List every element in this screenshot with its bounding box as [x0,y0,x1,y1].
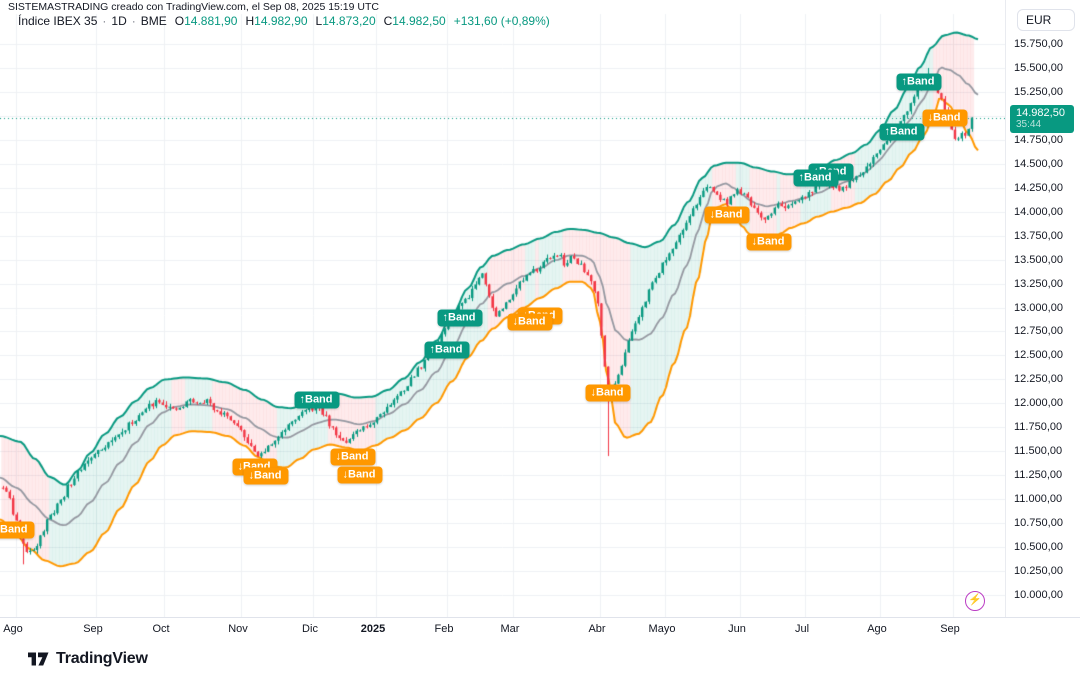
month-tick-label: Ago [3,623,23,635]
price-tick-label: 11.500,00 [1014,445,1063,458]
price-tick-label: 10.000,00 [1014,589,1063,601]
price-tick-label: 13.250,00 [1014,277,1063,290]
price-tick-label: 11.750,00 [1014,421,1063,434]
price-tick-label: 12.750,00 [1014,325,1063,338]
band-up-signal-label: ↑Band [424,341,470,359]
bar-countdown: 35:44 [1016,119,1042,130]
price-axis[interactable]: EUR 14.982,50 35:44 15.750,00 15.500,00 15… [1005,0,1080,617]
band-up-signal-label: ↑Band [879,123,925,141]
boost-lightning-icon[interactable]: ⚡ [965,591,985,611]
change-value: +131,60 (+0,89%) [453,14,550,28]
attribution-text: SISTEMASTRADING creado con TradingView.c… [8,1,379,13]
open-value: 14.881,90 [184,14,238,28]
price-tick-label: 12.500,00 [1014,349,1063,362]
month-tick-label: Ago [867,623,887,635]
month-tick-label: Mayo [648,623,676,635]
band-down-signal-label: ↓Band [704,206,750,224]
open-field: O14.881,90 [174,14,238,28]
price-tick-label: 10.250,00 [1014,565,1063,578]
month-tick-label: Jul [794,623,810,635]
low-field: L14.873,20 [315,14,376,28]
band-down-signal-label: ↓Band [243,467,289,485]
band-down-signal-label: ↓Band [922,109,968,127]
price-tick-label: 14.750,00 [1014,133,1063,146]
high-value: 14.982,90 [254,14,308,28]
last-price-label: 14.982,50 35:44 [1010,105,1074,133]
currency-badge[interactable]: EUR [1017,9,1075,31]
legend-separator: · [131,14,136,28]
price-tick-label: 12.250,00 [1014,373,1063,386]
time-axis[interactable]: Ago Sep Oct Nov Dic 2025 Feb Mar Abr Mayo Jun Jul Ag… [0,617,1080,641]
price-tick-label: 13.500,00 [1014,253,1063,266]
band-up-signal-label: ↑Band [793,169,839,187]
price-tick-label: 12.000,00 [1014,397,1063,410]
interval-label: 1D [111,14,127,28]
month-tick-label: Abr [588,623,606,635]
band-down-signal-label: ↓Band [330,448,376,466]
month-tick-label: Dic [302,623,318,635]
close-field: C14.982,50 [383,14,446,28]
legend-separator: · [102,14,107,28]
price-tick-label: 10.500,00 [1014,541,1063,554]
price-tick-label: 14.000,00 [1014,205,1063,218]
close-value: 14.982,50 [392,14,446,28]
price-chart-canvas[interactable] [0,0,1005,617]
chart-legend: Índice IBEX 35 · 1D · BME O14.881,90 H14… [18,14,550,28]
price-tick-label: 14.250,00 [1014,181,1063,194]
last-price-value: 14.982,50 [1016,107,1065,119]
band-up-signal-label: ↑Band [896,73,942,91]
month-tick-label: Oct [152,623,170,635]
month-tick-label: Sep [940,623,960,635]
price-tick-label: 13.000,00 [1014,301,1063,314]
band-down-signal-label: ↓Band [0,521,35,539]
price-tick-label: 11.250,00 [1014,469,1063,482]
price-tick-label: 15.500,00 [1014,61,1063,74]
price-tick-label: 14.500,00 [1014,157,1063,170]
price-tick-label: 15.250,00 [1014,85,1063,98]
tradingview-logo-icon [28,652,49,665]
price-tick-label: 15.750,00 [1014,38,1063,50]
month-tick-label: Mar [500,623,520,635]
symbol-name: Índice IBEX 35 [18,14,98,28]
month-tick-label: 2025 [360,623,386,635]
month-tick-label: Nov [228,623,248,635]
month-tick-label: Jun [728,623,746,635]
band-up-signal-label: ↑Band [294,391,340,409]
band-down-signal-label: ↓Band [746,233,792,251]
price-tick-label: 11.000,00 [1014,493,1063,506]
low-value: 14.873,20 [322,14,376,28]
high-field: H14.982,90 [245,14,308,28]
price-tick-label: 13.750,00 [1014,229,1063,242]
tradingview-logo[interactable]: TradingView [28,650,148,668]
band-down-signal-label: ↓Band [585,384,631,402]
month-tick-label: Feb [434,623,454,635]
month-tick-label: Sep [83,623,103,635]
band-down-signal-label: ↓Band [337,466,383,484]
price-tick-label: 10.750,00 [1014,517,1063,530]
band-down-signal-label: ↓Band [507,313,553,331]
symbol-title[interactable]: Índice IBEX 35 · 1D · BME [18,14,167,28]
chart-area[interactable]: ↓Band↓Band↓Band↑Band↓Band↓Band↑Band↑Band… [0,0,1005,617]
tradingview-logo-text: TradingView [56,650,148,667]
band-up-signal-label: ↑Band [437,309,483,327]
exchange-label: BME [140,14,167,28]
